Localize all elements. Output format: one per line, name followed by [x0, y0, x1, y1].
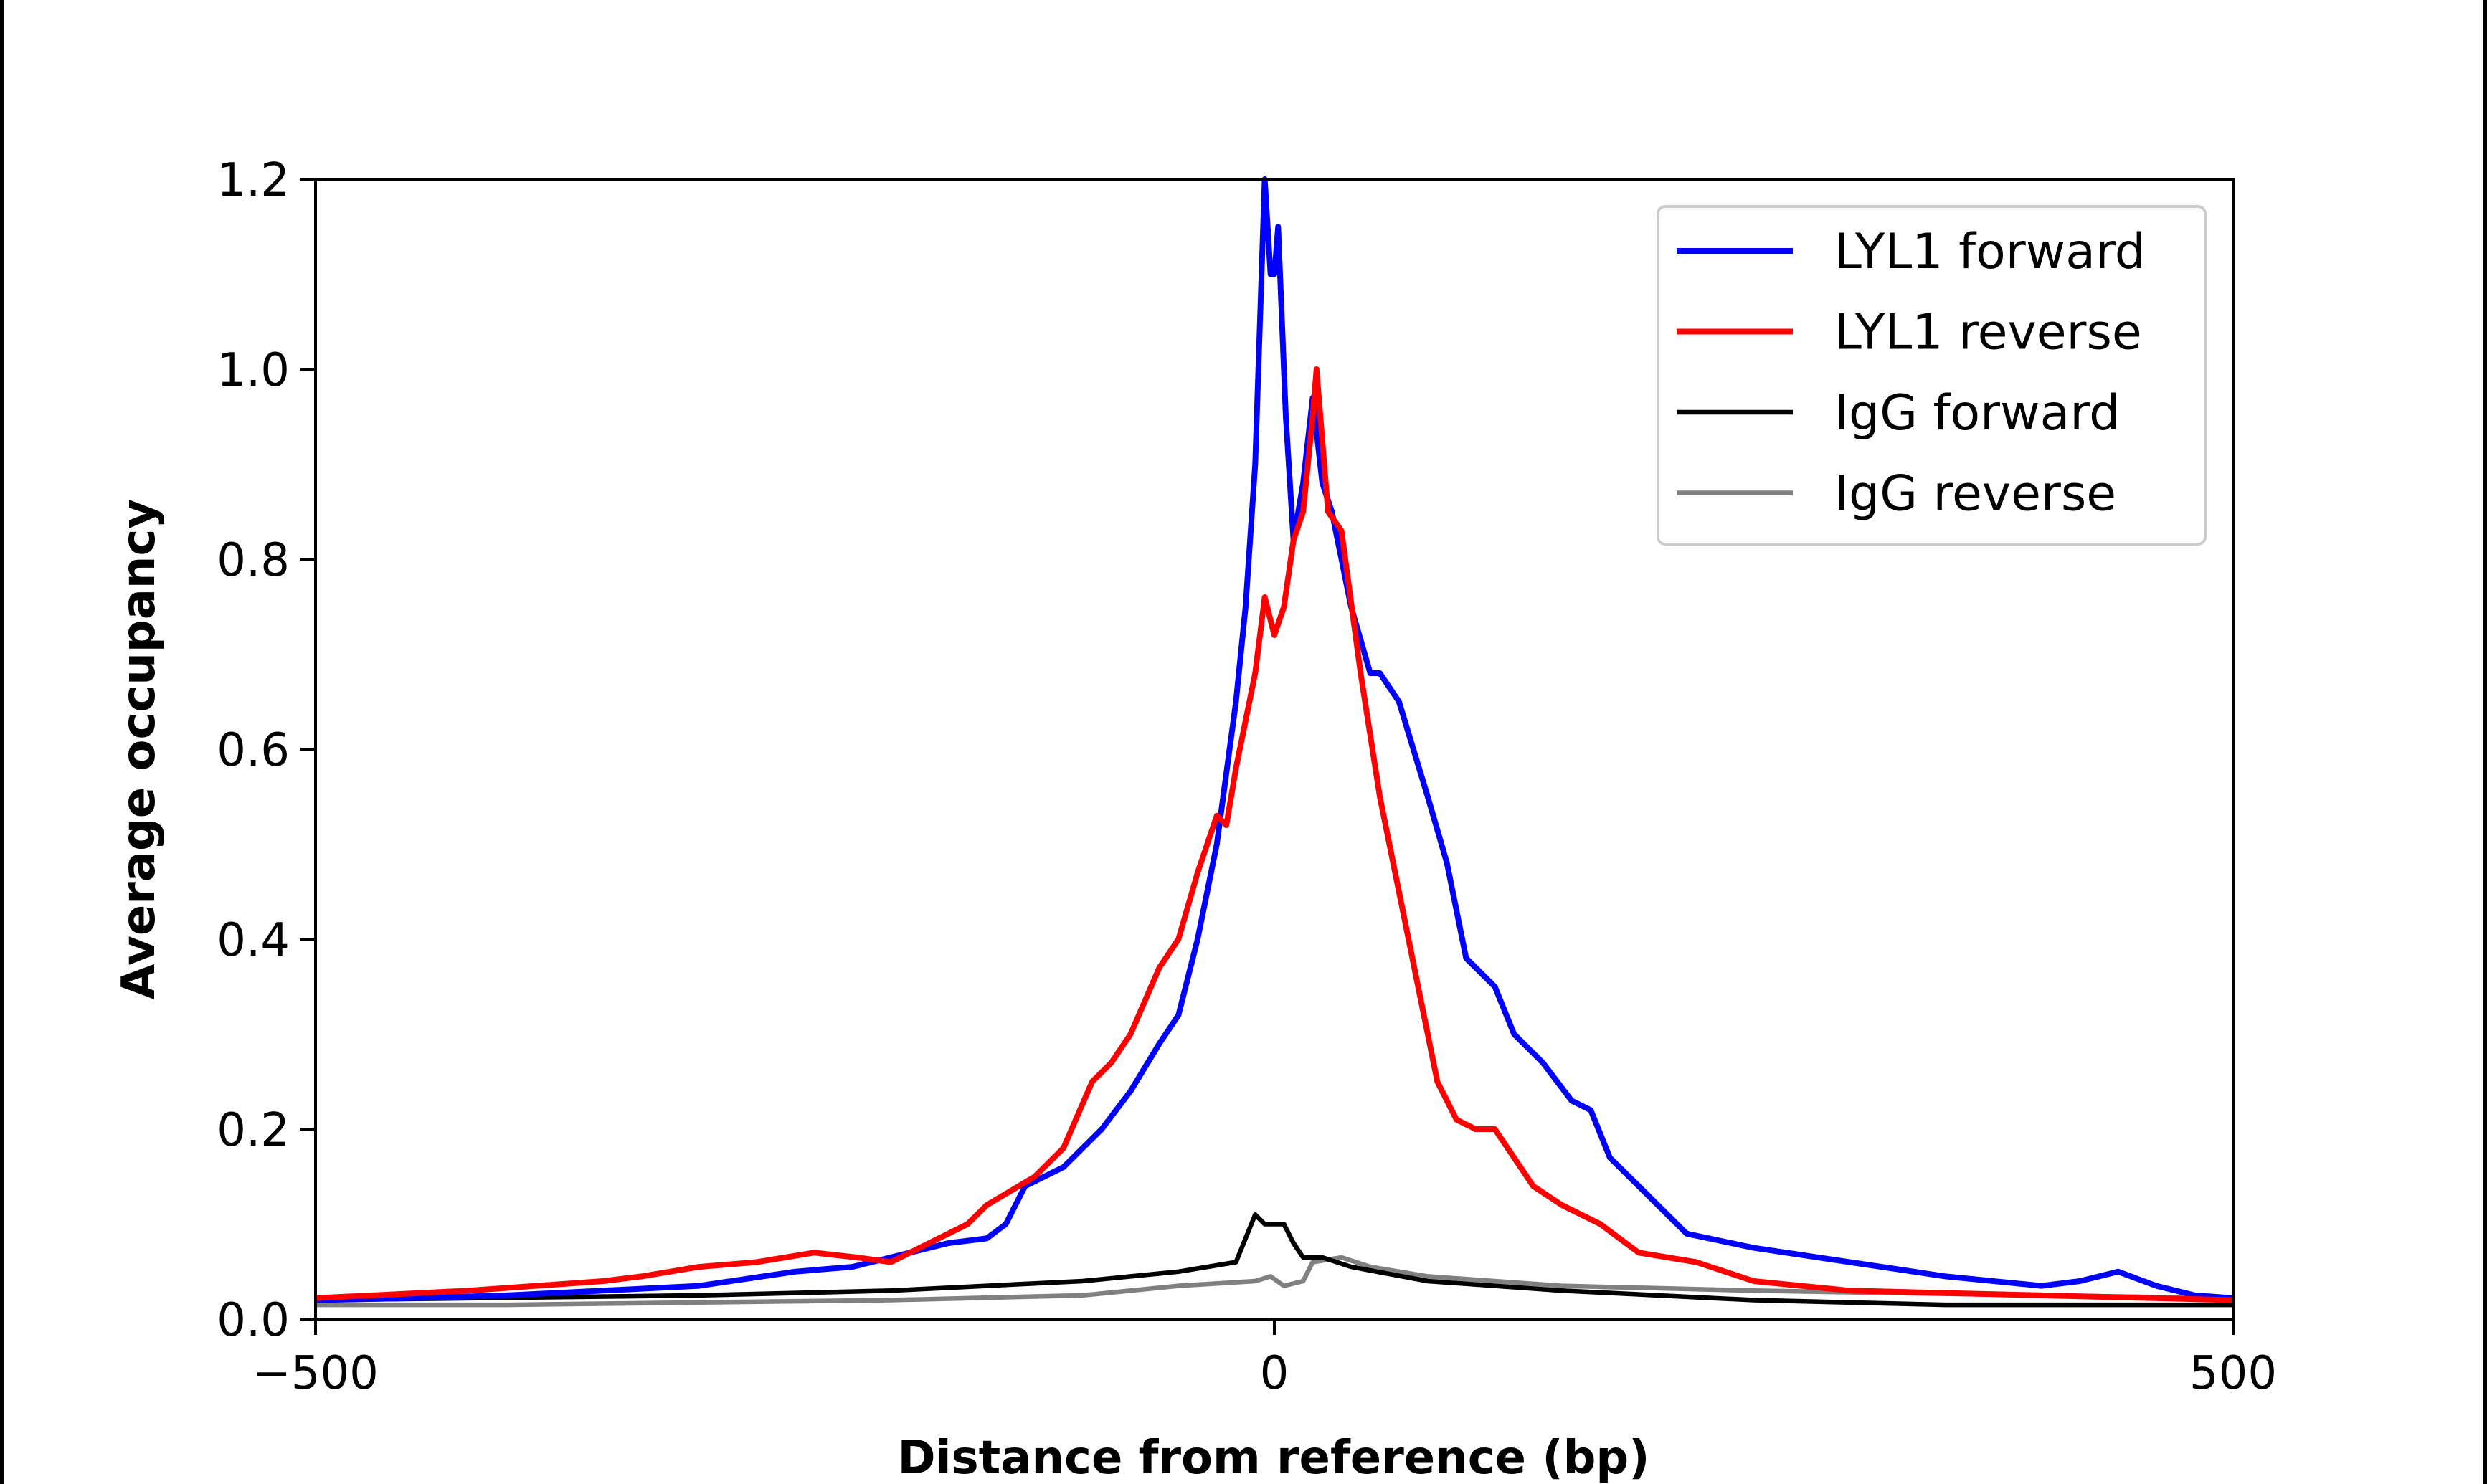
y-tick-label: 0.6	[217, 724, 290, 777]
y-tick-label: 1.2	[217, 154, 290, 207]
axis-ticks: −500 0 500 0.0 0.2 0.4 0.6 0.8 1.0 1.2	[217, 154, 2277, 1400]
right-border	[2483, 0, 2487, 1484]
legend-box	[1657, 205, 2207, 546]
left-border	[0, 0, 4, 1484]
legend-item: LYL1 reverse	[1677, 305, 2142, 361]
series-line-igg-forward	[315, 1212, 2233, 1308]
y-tick-label: 0.8	[217, 534, 290, 587]
y-tick-label: 0.4	[217, 914, 290, 967]
series-line-lyl1-reverse	[315, 366, 2234, 1303]
legend-item: IgG forward	[1677, 385, 2120, 442]
series-line-lyl1-forward	[315, 176, 2234, 1303]
legend: LYL1 forward LYL1 reverse IgG forward IgG r…	[1657, 205, 2207, 546]
x-tick-label: −500	[252, 1347, 379, 1400]
series-layer	[315, 176, 2234, 1308]
legend-item: IgG reverse	[1677, 466, 2116, 523]
legend-label: IgG forward	[1834, 385, 2120, 442]
y-tick-label: 0.0	[217, 1294, 290, 1347]
x-tick-label: 0	[1260, 1347, 1289, 1400]
x-tick-label: 500	[2189, 1347, 2277, 1400]
y-axis-label: Average occupancy	[113, 499, 166, 999]
series-line-igg-reverse	[316, 1255, 2234, 1308]
legend-label: LYL1 forward	[1834, 224, 2146, 280]
x-axis-label: Distance from reference (bp)	[898, 1432, 1650, 1484]
y-tick-label: 0.2	[217, 1104, 290, 1157]
legend-label: LYL1 reverse	[1834, 305, 2142, 361]
y-tick-label: 1.0	[217, 344, 290, 397]
legend-label: IgG reverse	[1834, 466, 2116, 523]
legend-item: LYL1 forward	[1677, 224, 2146, 280]
